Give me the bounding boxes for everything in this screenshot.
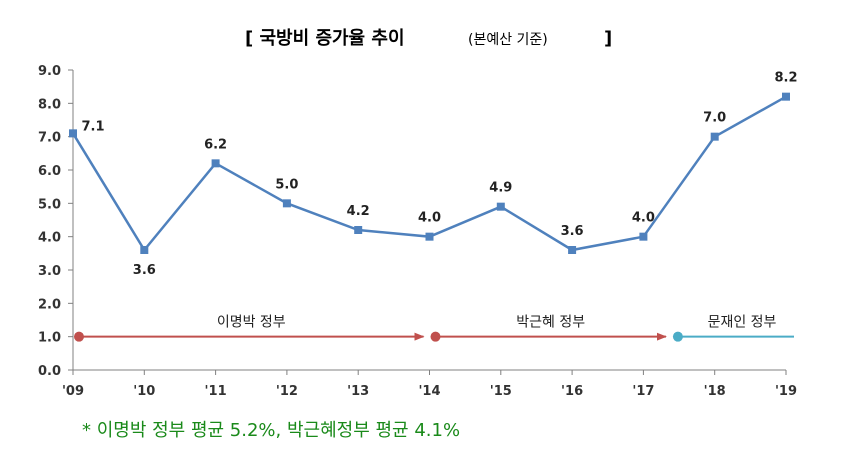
footnote: * 이명박 정부 평균 5.2%, 박근혜정부 평균 4.1% [82,420,460,441]
x-tick-label: '14 [418,384,440,399]
data-point [782,92,790,101]
chart-title: [ 국방비 증가율 추이 [245,28,405,49]
data-label: 6.2 [204,137,227,152]
government-start-marker [74,331,84,342]
axes: 0.0 1.0 2.0 3.0 4.0 5.0 6.0 7.0 8.0 9.0 '09 '10 '11 '… [38,64,797,399]
data-label: 4.0 [418,211,441,226]
y-tick-label: 1.0 [38,331,61,346]
data-point [425,232,434,241]
data-labels: 7.1 3.6 6.2 5.0 4.2 4.0 4.9 3.6 4.0 7.0 8.2 [81,71,797,278]
y-tick-label: 9.0 [38,64,61,79]
y-tick-label: 0.0 [38,364,61,379]
data-label: 8.2 [774,71,797,86]
data-label: 4.0 [632,211,655,226]
chart-title-close: ] [604,28,612,49]
government-label: 문재인 정부 [708,315,777,331]
x-tick-label: '15 [490,384,512,399]
data-point [211,159,220,168]
data-point [354,226,363,234]
data-label: 7.1 [81,119,104,134]
government-start-marker [672,331,683,342]
y-tick-label: 6.0 [38,164,61,179]
data-label: 5.0 [275,177,298,192]
data-label: 7.0 [703,111,726,126]
x-tick-label: '13 [347,384,369,399]
data-point [710,132,719,141]
series-line [69,92,790,254]
data-label: 3.6 [133,263,156,278]
government-label: 박근혜 정부 [516,315,585,331]
x-tick-label: '11 [205,384,227,399]
series-polyline [71,95,787,253]
x-tick-label: '18 [704,384,726,399]
x-tick-label: '10 [133,384,155,399]
data-point [639,232,648,241]
data-point [568,246,577,254]
x-tick-label: '09 [62,384,84,399]
data-label: 3.6 [561,224,584,239]
data-point [140,246,149,254]
data-point [282,199,291,208]
y-tick-label: 2.0 [38,297,61,312]
y-tick-label: 8.0 [38,97,61,112]
y-tick-label: 5.0 [38,197,61,212]
x-tick-label: '16 [561,384,583,399]
data-label: 4.9 [489,181,512,196]
chart-subtitle: (본예산 기준) [468,32,548,48]
data-point [496,202,505,211]
government-periods: 이명박 정부 박근혜 정부 문재인 정부 [74,315,794,342]
data-label: 4.2 [347,204,370,219]
x-tick-label: '17 [632,384,654,399]
y-tick-label: 4.0 [38,231,61,246]
x-tick-label: '19 [775,384,797,399]
data-point [69,129,77,138]
government-start-marker [430,331,441,342]
y-tick-label: 7.0 [38,131,61,146]
government-label: 이명박 정부 [217,315,286,331]
x-tick-label: '12 [276,384,298,399]
y-tick-label: 3.0 [38,264,61,279]
